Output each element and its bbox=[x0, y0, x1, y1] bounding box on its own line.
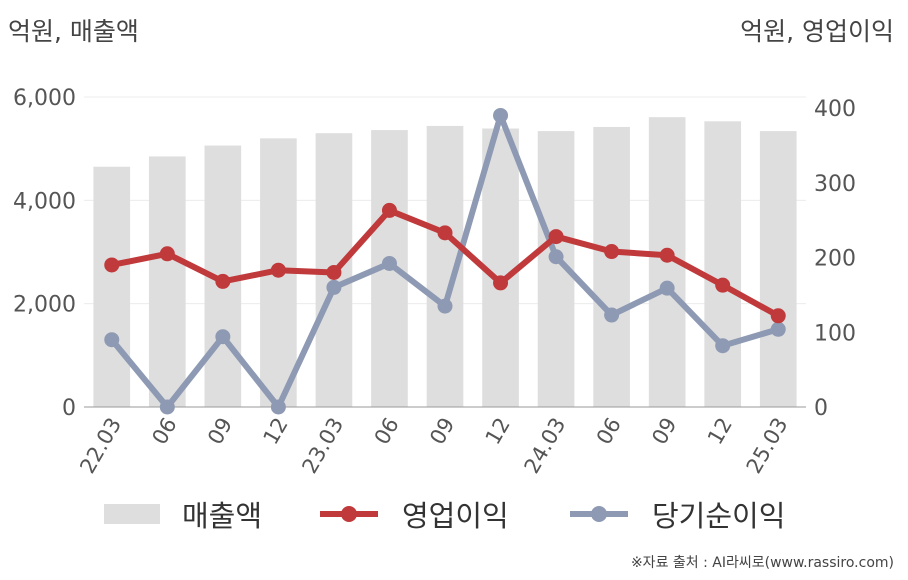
y-left-tick-label: 6,000 bbox=[13, 86, 76, 111]
x-tick-label: 12 bbox=[703, 414, 737, 449]
y-right-tick-label: 0 bbox=[814, 396, 828, 421]
legend-swatch-revenue bbox=[104, 504, 160, 524]
point-series-2-0 bbox=[104, 332, 120, 348]
point-series-1-6 bbox=[437, 225, 453, 241]
x-tick-label: 22.03 bbox=[75, 414, 126, 478]
point-series-2-7 bbox=[493, 107, 509, 123]
legend-label-net-income: 당기순이익 bbox=[652, 499, 786, 533]
bar-revenue-1 bbox=[148, 156, 186, 407]
point-series-2-10 bbox=[659, 280, 675, 296]
x-tick-label: 06 bbox=[147, 414, 181, 449]
point-series-1-0 bbox=[104, 257, 120, 273]
x-tick-label: 06 bbox=[370, 414, 404, 449]
legend-item-operating-profit: 영업이익 bbox=[318, 492, 509, 536]
point-series-1-3 bbox=[270, 262, 286, 278]
point-series-1-2 bbox=[215, 273, 231, 289]
point-series-2-8 bbox=[548, 249, 564, 265]
point-series-2-6 bbox=[437, 298, 453, 314]
x-tick-label: 25.03 bbox=[742, 414, 793, 478]
legend: 매출액 영업이익 당기순이익 bbox=[0, 492, 908, 536]
y-right-tick-label: 300 bbox=[814, 172, 856, 197]
legend-swatch-operating-profit bbox=[320, 506, 378, 522]
x-tick-label: 12 bbox=[259, 414, 293, 449]
x-tick-label: 12 bbox=[481, 414, 515, 449]
point-series-1-12 bbox=[770, 308, 786, 324]
point-series-1-10 bbox=[659, 247, 675, 263]
legend-item-net-income: 당기순이익 bbox=[568, 492, 785, 536]
legend-label-revenue: 매출액 bbox=[182, 499, 263, 533]
x-tick-label: 09 bbox=[425, 414, 459, 449]
point-series-2-12 bbox=[770, 321, 786, 337]
bar-revenue-9 bbox=[593, 126, 630, 407]
point-series-2-4 bbox=[326, 279, 342, 295]
y-left-tick-label: 4,000 bbox=[13, 189, 76, 214]
x-tick-label: 09 bbox=[647, 414, 681, 449]
point-series-1-1 bbox=[159, 246, 175, 262]
bar-revenue-12 bbox=[759, 131, 797, 407]
legend-swatch-net-income bbox=[570, 506, 628, 522]
bar-revenue-0 bbox=[93, 166, 131, 407]
x-tick-label: 09 bbox=[203, 414, 237, 449]
left-axis-unit: 억원, 매출액 bbox=[8, 17, 139, 46]
point-series-2-9 bbox=[604, 307, 620, 323]
point-series-2-2 bbox=[215, 329, 231, 345]
x-tick-label: 23.03 bbox=[297, 414, 348, 478]
legend-label-operating-profit: 영업이익 bbox=[402, 499, 509, 533]
right-axis-unit: 억원, 영업이익 bbox=[740, 17, 894, 46]
point-series-1-5 bbox=[381, 202, 397, 218]
point-series-2-3 bbox=[270, 399, 286, 415]
bar-revenue-7 bbox=[482, 128, 519, 407]
data-source: ※자료 출처 : AI라씨로(www.rassiro.com) bbox=[630, 555, 894, 571]
point-series-1-9 bbox=[604, 244, 620, 260]
x-tick-label: 06 bbox=[592, 414, 626, 449]
point-series-1-7 bbox=[493, 275, 509, 291]
point-series-1-4 bbox=[326, 264, 342, 280]
y-left-tick-label: 2,000 bbox=[13, 293, 76, 318]
y-right-tick-label: 400 bbox=[814, 97, 856, 122]
bar-revenue-11 bbox=[704, 121, 742, 408]
point-series-2-11 bbox=[715, 338, 731, 354]
combo-chart: 0 2,000 4,000 6,000 0 100 200 300 400 22.03 06 09 12… bbox=[13, 86, 856, 478]
point-series-2-5 bbox=[381, 255, 397, 271]
y-right-tick-label: 200 bbox=[814, 247, 856, 272]
x-tick-label: 24.03 bbox=[520, 414, 571, 478]
point-series-1-8 bbox=[548, 229, 564, 245]
point-series-1-11 bbox=[715, 277, 731, 293]
point-series-2-1 bbox=[159, 399, 175, 415]
y-left-tick-label: 0 bbox=[62, 396, 76, 421]
y-right-tick-label: 100 bbox=[814, 321, 856, 346]
legend-item-revenue: 매출액 bbox=[104, 492, 262, 536]
